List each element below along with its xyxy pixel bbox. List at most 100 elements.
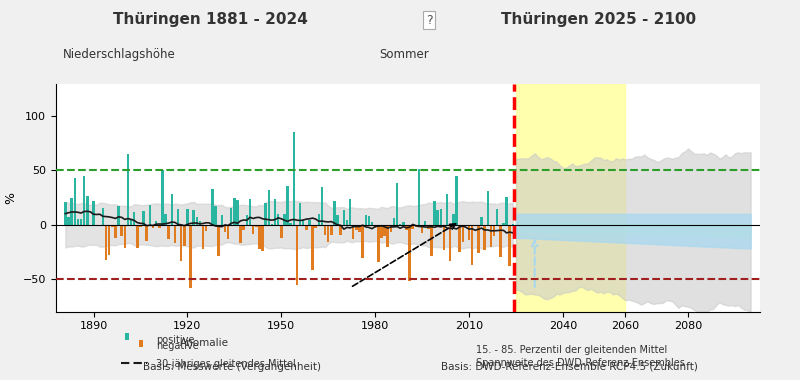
- Bar: [424, 221, 426, 225]
- Bar: [358, 225, 361, 232]
- Bar: [370, 222, 374, 225]
- Bar: [399, 224, 402, 225]
- Bar: [105, 225, 107, 260]
- Bar: [170, 194, 173, 225]
- Bar: [321, 187, 323, 225]
- Bar: [430, 225, 433, 256]
- Bar: [352, 225, 354, 239]
- Text: Basis: DWD-Referenz-Ensemble RCP4.5 (Zukunft): Basis: DWD-Referenz-Ensemble RCP4.5 (Zuk…: [442, 362, 698, 372]
- Bar: [449, 225, 451, 261]
- Bar: [427, 225, 430, 229]
- Bar: [355, 225, 358, 230]
- Bar: [493, 225, 495, 236]
- Bar: [396, 183, 398, 225]
- Bar: [224, 225, 226, 232]
- Bar: [227, 225, 230, 239]
- Bar: [290, 223, 292, 225]
- Bar: [198, 221, 201, 225]
- Bar: [126, 337, 129, 340]
- Bar: [183, 225, 186, 245]
- Bar: [490, 225, 492, 247]
- Bar: [77, 220, 79, 225]
- Bar: [74, 177, 76, 225]
- Text: Basis: Messwerte (Vergangenheit): Basis: Messwerte (Vergangenheit): [143, 362, 321, 372]
- Bar: [202, 225, 204, 249]
- Bar: [496, 209, 498, 225]
- Bar: [408, 225, 411, 281]
- Bar: [293, 133, 295, 225]
- Bar: [405, 225, 408, 230]
- Bar: [108, 225, 110, 255]
- Bar: [249, 199, 251, 225]
- Text: positive: positive: [156, 335, 194, 345]
- Bar: [480, 217, 482, 225]
- Bar: [418, 169, 420, 225]
- Bar: [239, 225, 242, 242]
- Bar: [221, 215, 223, 225]
- Bar: [146, 225, 148, 241]
- Bar: [390, 225, 392, 232]
- Bar: [92, 201, 94, 225]
- Bar: [83, 176, 86, 225]
- Bar: [442, 225, 446, 250]
- Bar: [374, 225, 376, 228]
- Bar: [139, 340, 142, 344]
- Bar: [152, 225, 154, 228]
- Bar: [114, 225, 117, 238]
- Bar: [258, 225, 261, 249]
- Bar: [190, 225, 192, 288]
- Bar: [334, 201, 336, 225]
- Bar: [123, 225, 126, 248]
- Bar: [302, 220, 305, 225]
- Bar: [386, 225, 389, 247]
- Bar: [133, 212, 135, 225]
- Bar: [465, 225, 467, 226]
- Bar: [411, 225, 414, 229]
- Bar: [255, 225, 258, 227]
- Bar: [136, 225, 138, 248]
- Text: Thüringen 2025 - 2100: Thüringen 2025 - 2100: [501, 12, 696, 27]
- Bar: [511, 223, 514, 225]
- Bar: [214, 206, 217, 225]
- Bar: [126, 334, 129, 340]
- Bar: [402, 222, 405, 225]
- Bar: [218, 225, 220, 256]
- Bar: [126, 154, 130, 225]
- Bar: [142, 211, 145, 225]
- Bar: [167, 225, 170, 239]
- Bar: [67, 217, 70, 225]
- Bar: [299, 203, 302, 225]
- Bar: [267, 190, 270, 225]
- Bar: [161, 169, 164, 225]
- Bar: [264, 203, 267, 225]
- Bar: [346, 220, 348, 225]
- Bar: [242, 225, 245, 230]
- Bar: [149, 205, 151, 225]
- Bar: [205, 225, 207, 231]
- Bar: [336, 215, 339, 225]
- Bar: [502, 223, 505, 225]
- Bar: [421, 225, 423, 233]
- Bar: [318, 214, 320, 225]
- Bar: [277, 214, 279, 225]
- Bar: [305, 225, 307, 230]
- Bar: [64, 202, 66, 225]
- Bar: [121, 225, 123, 236]
- Bar: [280, 225, 282, 238]
- Bar: [296, 225, 298, 285]
- Bar: [158, 225, 161, 228]
- Bar: [311, 225, 314, 270]
- Bar: [139, 340, 142, 347]
- Bar: [324, 225, 326, 235]
- Bar: [286, 186, 289, 225]
- Bar: [130, 219, 132, 225]
- Bar: [342, 210, 345, 225]
- Bar: [86, 196, 89, 225]
- Bar: [327, 225, 330, 242]
- Bar: [283, 214, 286, 225]
- Bar: [474, 225, 477, 226]
- Bar: [362, 225, 364, 258]
- Bar: [314, 225, 317, 228]
- Bar: [270, 224, 273, 225]
- Bar: [452, 214, 454, 225]
